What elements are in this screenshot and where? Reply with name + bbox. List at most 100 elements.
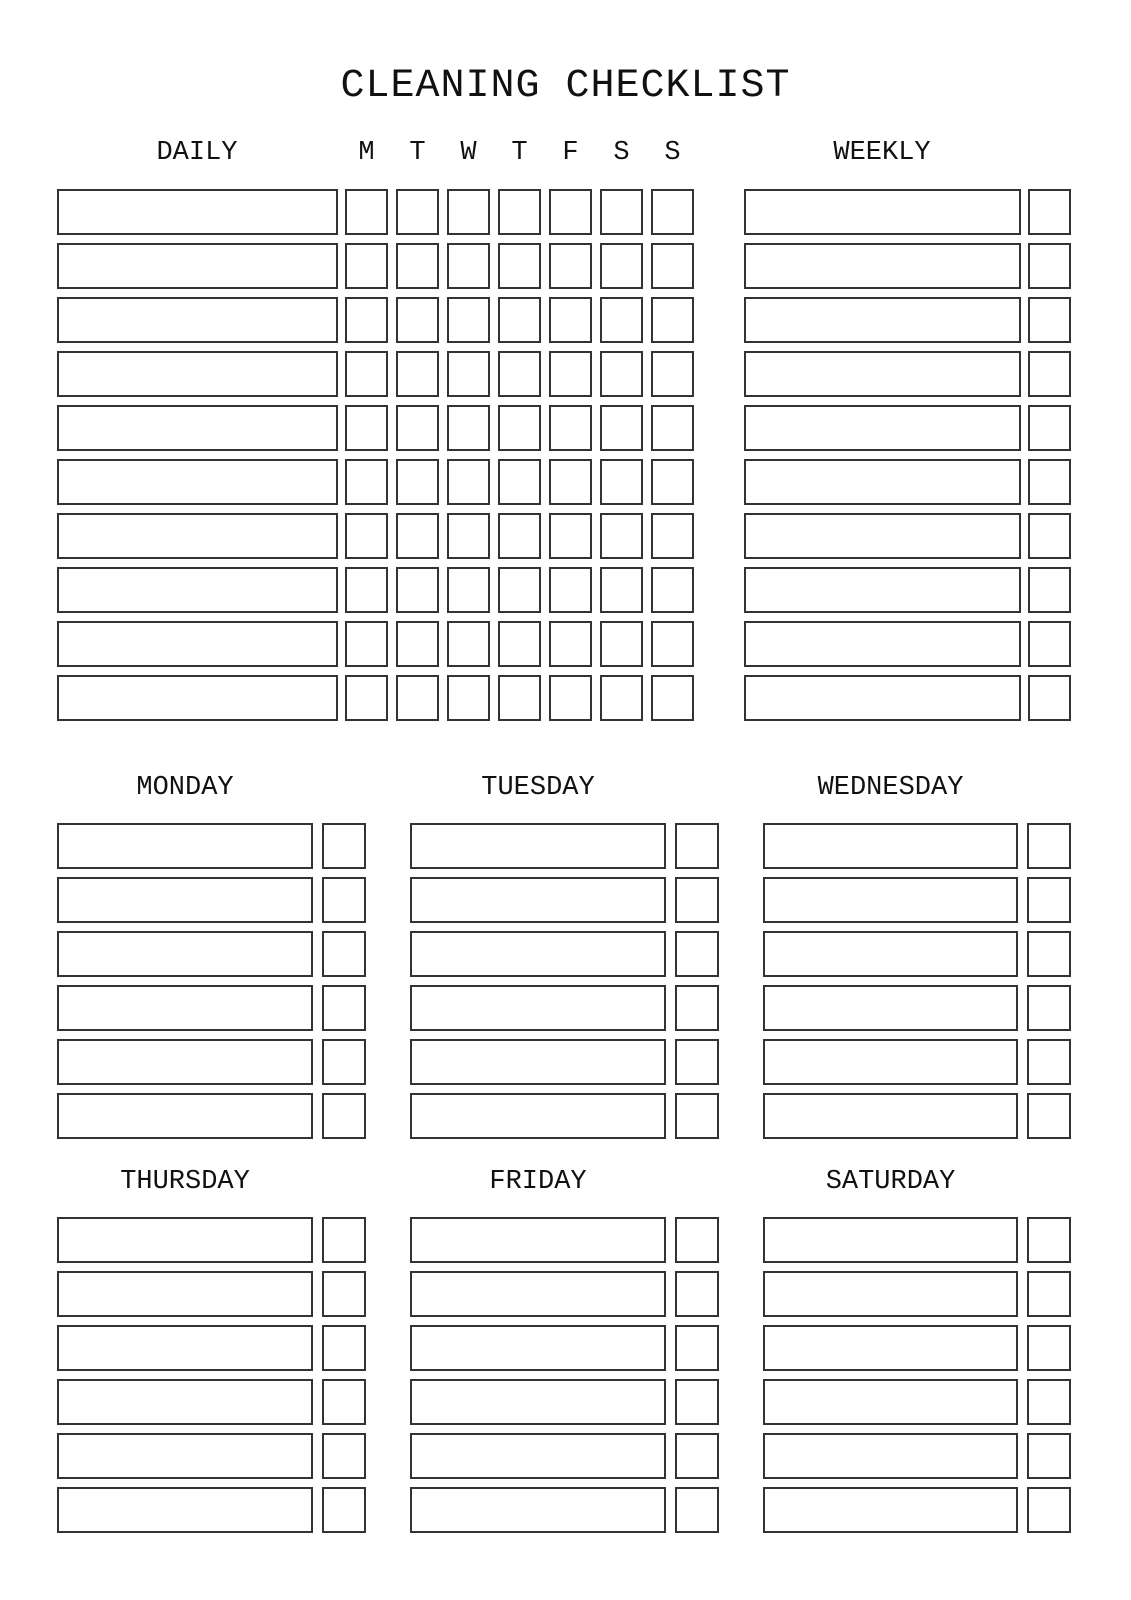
- monday-task-field[interactable]: [57, 985, 313, 1031]
- daily-checkbox[interactable]: [600, 621, 643, 667]
- tuesday-task-field[interactable]: [410, 1093, 666, 1139]
- thursday-checkbox[interactable]: [322, 1379, 366, 1425]
- daily-checkbox[interactable]: [498, 405, 541, 451]
- wednesday-checkbox[interactable]: [1027, 1039, 1071, 1085]
- friday-checkbox[interactable]: [675, 1433, 719, 1479]
- daily-checkbox[interactable]: [345, 675, 388, 721]
- daily-checkbox[interactable]: [549, 243, 592, 289]
- thursday-task-field[interactable]: [57, 1325, 313, 1371]
- daily-checkbox[interactable]: [498, 621, 541, 667]
- thursday-task-field[interactable]: [57, 1271, 313, 1317]
- weekly-task-field[interactable]: [744, 297, 1021, 343]
- daily-task-field[interactable]: [57, 675, 338, 721]
- daily-checkbox[interactable]: [447, 405, 490, 451]
- daily-checkbox[interactable]: [447, 351, 490, 397]
- friday-task-field[interactable]: [410, 1271, 666, 1317]
- daily-checkbox[interactable]: [498, 243, 541, 289]
- daily-checkbox[interactable]: [498, 189, 541, 235]
- saturday-task-field[interactable]: [763, 1433, 1018, 1479]
- weekly-task-field[interactable]: [744, 351, 1021, 397]
- weekly-task-field[interactable]: [744, 513, 1021, 559]
- daily-checkbox[interactable]: [396, 675, 439, 721]
- monday-checkbox[interactable]: [322, 985, 366, 1031]
- weekly-checkbox[interactable]: [1028, 567, 1071, 613]
- wednesday-task-field[interactable]: [763, 1093, 1018, 1139]
- saturday-checkbox[interactable]: [1027, 1433, 1071, 1479]
- saturday-checkbox[interactable]: [1027, 1217, 1071, 1263]
- daily-checkbox[interactable]: [651, 243, 694, 289]
- daily-checkbox[interactable]: [549, 567, 592, 613]
- saturday-task-field[interactable]: [763, 1379, 1018, 1425]
- daily-checkbox[interactable]: [549, 621, 592, 667]
- weekly-checkbox[interactable]: [1028, 297, 1071, 343]
- wednesday-checkbox[interactable]: [1027, 985, 1071, 1031]
- monday-checkbox[interactable]: [322, 823, 366, 869]
- weekly-checkbox[interactable]: [1028, 405, 1071, 451]
- saturday-checkbox[interactable]: [1027, 1487, 1071, 1533]
- weekly-task-field[interactable]: [744, 189, 1021, 235]
- wednesday-checkbox[interactable]: [1027, 1093, 1071, 1139]
- daily-checkbox[interactable]: [396, 189, 439, 235]
- daily-checkbox[interactable]: [345, 459, 388, 505]
- daily-checkbox[interactable]: [600, 459, 643, 505]
- daily-checkbox[interactable]: [498, 675, 541, 721]
- daily-checkbox[interactable]: [498, 513, 541, 559]
- daily-task-field[interactable]: [57, 405, 338, 451]
- weekly-checkbox[interactable]: [1028, 675, 1071, 721]
- saturday-task-field[interactable]: [763, 1271, 1018, 1317]
- tuesday-checkbox[interactable]: [675, 877, 719, 923]
- friday-task-field[interactable]: [410, 1217, 666, 1263]
- tuesday-checkbox[interactable]: [675, 1093, 719, 1139]
- daily-checkbox[interactable]: [651, 621, 694, 667]
- daily-checkbox[interactable]: [396, 459, 439, 505]
- daily-checkbox[interactable]: [600, 675, 643, 721]
- daily-checkbox[interactable]: [498, 567, 541, 613]
- daily-checkbox[interactable]: [600, 567, 643, 613]
- friday-task-field[interactable]: [410, 1487, 666, 1533]
- saturday-checkbox[interactable]: [1027, 1325, 1071, 1371]
- wednesday-task-field[interactable]: [763, 823, 1018, 869]
- daily-checkbox[interactable]: [651, 351, 694, 397]
- daily-checkbox[interactable]: [600, 351, 643, 397]
- wednesday-task-field[interactable]: [763, 1039, 1018, 1085]
- daily-checkbox[interactable]: [345, 189, 388, 235]
- weekly-task-field[interactable]: [744, 675, 1021, 721]
- saturday-task-field[interactable]: [763, 1487, 1018, 1533]
- daily-checkbox[interactable]: [549, 405, 592, 451]
- daily-checkbox[interactable]: [396, 567, 439, 613]
- daily-checkbox[interactable]: [447, 189, 490, 235]
- wednesday-task-field[interactable]: [763, 985, 1018, 1031]
- tuesday-checkbox[interactable]: [675, 1039, 719, 1085]
- weekly-checkbox[interactable]: [1028, 189, 1071, 235]
- friday-checkbox[interactable]: [675, 1217, 719, 1263]
- thursday-checkbox[interactable]: [322, 1325, 366, 1371]
- friday-checkbox[interactable]: [675, 1487, 719, 1533]
- monday-checkbox[interactable]: [322, 1093, 366, 1139]
- saturday-checkbox[interactable]: [1027, 1271, 1071, 1317]
- friday-task-field[interactable]: [410, 1433, 666, 1479]
- daily-checkbox[interactable]: [447, 621, 490, 667]
- daily-checkbox[interactable]: [651, 405, 694, 451]
- daily-checkbox[interactable]: [447, 297, 490, 343]
- daily-checkbox[interactable]: [498, 297, 541, 343]
- thursday-checkbox[interactable]: [322, 1271, 366, 1317]
- daily-task-field[interactable]: [57, 621, 338, 667]
- daily-checkbox[interactable]: [549, 297, 592, 343]
- thursday-task-field[interactable]: [57, 1487, 313, 1533]
- weekly-task-field[interactable]: [744, 567, 1021, 613]
- weekly-checkbox[interactable]: [1028, 513, 1071, 559]
- monday-task-field[interactable]: [57, 1093, 313, 1139]
- saturday-task-field[interactable]: [763, 1325, 1018, 1371]
- daily-task-field[interactable]: [57, 567, 338, 613]
- weekly-checkbox[interactable]: [1028, 621, 1071, 667]
- tuesday-checkbox[interactable]: [675, 985, 719, 1031]
- weekly-task-field[interactable]: [744, 621, 1021, 667]
- daily-checkbox[interactable]: [396, 621, 439, 667]
- tuesday-task-field[interactable]: [410, 985, 666, 1031]
- friday-checkbox[interactable]: [675, 1379, 719, 1425]
- weekly-task-field[interactable]: [744, 459, 1021, 505]
- saturday-checkbox[interactable]: [1027, 1379, 1071, 1425]
- monday-checkbox[interactable]: [322, 877, 366, 923]
- thursday-task-field[interactable]: [57, 1379, 313, 1425]
- weekly-checkbox[interactable]: [1028, 243, 1071, 289]
